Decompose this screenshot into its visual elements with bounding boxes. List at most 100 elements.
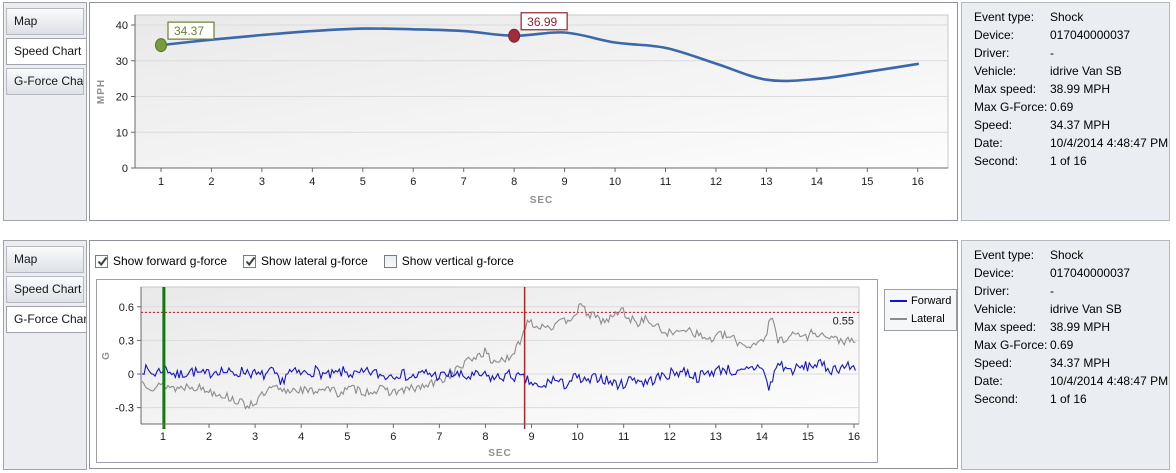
info-value: 38.99 MPH: [1050, 320, 1111, 334]
event-second-marker[interactable]: [508, 28, 521, 43]
info-value: 38.99 MPH: [1050, 82, 1111, 96]
svg-text:20: 20: [116, 92, 128, 104]
info-label: Driver:: [974, 46, 1010, 60]
svg-text:4: 4: [309, 176, 315, 188]
info-label: Event type:: [974, 10, 1035, 24]
svg-text:0.6: 0.6: [119, 302, 134, 314]
speed-chart-section: Map Speed Chart G-Force Chart 0 10 20 30 40 1 2 3…: [0, 2, 1176, 221]
svg-text:13: 13: [760, 176, 772, 188]
info-row-event-type: Event type: Shock: [974, 249, 1169, 262]
info-value: 0.69: [1050, 100, 1074, 114]
marker-value-label-box: [167, 21, 215, 40]
info-value: -: [1050, 46, 1054, 60]
info-label: Max speed:: [974, 320, 1037, 334]
svg-text:8: 8: [482, 431, 488, 443]
svg-text:40: 40: [116, 20, 128, 32]
svg-text:6: 6: [390, 431, 396, 443]
speed-section-tabstrip: Map Speed Chart G-Force Chart: [3, 2, 87, 221]
info-row-speed: Speed: 34.37 MPH: [974, 357, 1169, 370]
gforce-legend: Forward Lateral: [884, 289, 957, 331]
info-value: 34.37 MPH: [1050, 118, 1111, 132]
gforce-section-tab-g-force-chart[interactable]: G-Force Chart: [6, 306, 87, 333]
svg-text:0: 0: [128, 369, 134, 381]
legend-item-forward: Forward: [890, 295, 956, 307]
svg-text:SEC: SEC: [530, 195, 554, 206]
legend-item-lateral: Lateral: [890, 313, 956, 325]
info-row-driver: Driver: -: [974, 47, 1169, 60]
info-row-device: Device: 017040000037: [974, 267, 1169, 280]
svg-text:5: 5: [344, 431, 350, 443]
gforce-section-tab-speed-chart[interactable]: Speed Chart: [6, 276, 84, 303]
marker-value-label: 36.99: [527, 15, 557, 29]
svg-text:16: 16: [848, 431, 860, 443]
svg-text:-0.3: -0.3: [115, 403, 134, 415]
info-label: Max G-Force:: [974, 100, 1048, 114]
svg-text:2: 2: [208, 176, 214, 188]
checkbox-show-forward-g-force[interactable]: Show forward g-force: [95, 254, 227, 268]
speed-section-tab-g-force-chart[interactable]: G-Force Chart: [6, 68, 84, 95]
info-label: Driver:: [974, 284, 1010, 298]
gforce-section-tab-map[interactable]: Map: [6, 246, 84, 273]
threshold-value-label: 0.55: [833, 315, 854, 327]
svg-text:0.3: 0.3: [119, 335, 134, 347]
svg-text:7: 7: [436, 431, 442, 443]
info-row-max-speed: Max speed: 38.99 MPH: [974, 83, 1169, 96]
svg-text:12: 12: [664, 431, 676, 443]
legend-label: Lateral: [911, 313, 945, 325]
info-row-vehicle: Vehicle: idrive Van SB: [974, 303, 1169, 316]
svg-text:10: 10: [571, 431, 583, 443]
checked-checkbox-icon[interactable]: [95, 254, 108, 268]
checkbox-label: Show lateral g-force: [261, 254, 368, 268]
gforce-chart-panel: Show forward g-force Show lateral g-force…: [89, 240, 958, 469]
gforce-section-tabstrip: Map Speed Chart G-Force Chart: [3, 240, 87, 470]
svg-text:11: 11: [618, 431, 629, 443]
info-value: 1 of 16: [1050, 154, 1087, 168]
gforce-chart-box[interactable]: 0.55 -0.3 0 0.3 0.6 1 2 3 4 5 6 7 8 9 10 11 12 13 14 15 16 SE…: [96, 279, 878, 463]
info-value: 017040000037: [1050, 28, 1131, 42]
svg-text:12: 12: [710, 176, 722, 188]
gforce-chart-svg: 0.55-0.300.30.61 2 3 4 5 6 7 8 9 10 11 12 13 14 15 16SE…: [101, 286, 860, 459]
speed-section-tab-map[interactable]: Map: [6, 8, 84, 35]
svg-text:14: 14: [756, 431, 768, 443]
marker-value-label: 34.37: [174, 24, 204, 38]
info-value: 0.69: [1050, 338, 1074, 352]
checkbox-show-lateral-g-force[interactable]: Show lateral g-force: [243, 254, 368, 268]
start-second-marker[interactable]: [155, 38, 167, 53]
info-row-max-g-force: Max G-Force: 0.69: [974, 101, 1169, 114]
info-label: Device:: [974, 28, 1015, 42]
svg-text:15: 15: [861, 176, 873, 188]
event-info-panel-top: Event type: Shock Device: 017040000037 Drive…: [961, 2, 1170, 221]
info-value: -: [1050, 284, 1054, 298]
checkbox-label: Show vertical g-force: [401, 254, 514, 268]
legend-label: Forward: [911, 295, 952, 307]
svg-text:0: 0: [122, 163, 128, 175]
info-row-driver: Driver: -: [974, 285, 1169, 298]
info-label: Vehicle:: [974, 64, 1017, 78]
info-label: Max G-Force:: [974, 338, 1048, 352]
info-row-vehicle: Vehicle: idrive Van SB: [974, 65, 1169, 78]
speed-chart-panel[interactable]: 0 10 20 30 40 1 2 3 4 5 6 7 8 9 10 11 12 13 14 15 16 SEC MPH 34…: [89, 2, 958, 221]
unchecked-checkbox-icon[interactable]: [383, 254, 397, 268]
info-label: Event type:: [974, 248, 1035, 262]
info-row-speed: Speed: 34.37 MPH: [974, 119, 1169, 132]
svg-text:10: 10: [609, 176, 621, 188]
svg-text:3: 3: [259, 176, 265, 188]
svg-text:1: 1: [160, 431, 166, 443]
svg-text:6: 6: [410, 176, 416, 188]
svg-text:4: 4: [298, 431, 304, 443]
checked-checkbox-icon[interactable]: [243, 254, 257, 268]
info-value: 10/4/2014 4:48:47 PM: [1050, 136, 1169, 150]
svg-text:13: 13: [710, 431, 722, 443]
info-row-date: Date: 10/4/2014 4:48:47 PM: [974, 137, 1169, 150]
svg-text:2: 2: [206, 431, 212, 443]
info-row-second: Second: 1 of 16: [974, 393, 1169, 406]
svg-text:7: 7: [461, 176, 467, 188]
speed-section-tab-speed-chart[interactable]: Speed Chart: [6, 38, 87, 65]
svg-text:SEC: SEC: [488, 448, 512, 459]
svg-text:9: 9: [528, 431, 534, 443]
checkbox-show-vertical-g-force[interactable]: Show vertical g-force: [383, 254, 514, 268]
info-value: 1 of 16: [1050, 392, 1087, 406]
info-label: Date:: [974, 374, 1003, 388]
info-value: 34.37 MPH: [1050, 356, 1111, 370]
